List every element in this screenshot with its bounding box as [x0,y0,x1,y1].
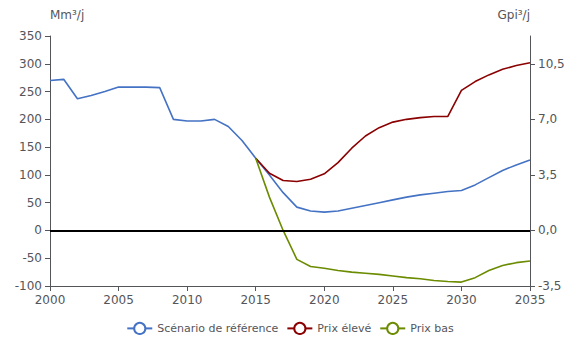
svg-text:2020: 2020 [309,293,340,307]
svg-text:0: 0 [34,223,42,237]
svg-text:Scénario de référence: Scénario de référence [157,322,278,335]
svg-text:-3,5: -3,5 [538,279,561,293]
svg-text:Gpi³/j: Gpi³/j [498,8,530,22]
svg-text:50: 50 [27,196,42,210]
svg-text:0,0: 0,0 [538,223,557,237]
svg-text:Prix bas: Prix bas [410,322,454,335]
svg-text:250: 250 [19,85,42,99]
svg-text:2030: 2030 [446,293,477,307]
svg-text:7,0: 7,0 [538,112,557,126]
svg-text:Prix élevé: Prix élevé [317,322,371,335]
svg-text:2010: 2010 [172,293,203,307]
svg-text:2000: 2000 [35,293,66,307]
svg-text:100: 100 [19,168,42,182]
svg-text:-100: -100 [15,279,42,293]
svg-text:10,5: 10,5 [538,57,565,71]
svg-text:2015: 2015 [240,293,271,307]
svg-text:2035: 2035 [515,293,546,307]
svg-text:Mm³/j: Mm³/j [50,8,84,22]
svg-text:300: 300 [19,57,42,71]
svg-text:-50: -50 [22,251,42,265]
svg-text:350: 350 [19,29,42,43]
svg-text:3,5: 3,5 [538,168,557,182]
svg-text:200: 200 [19,112,42,126]
svg-text:2005: 2005 [103,293,134,307]
svg-text:150: 150 [19,140,42,154]
svg-text:2025: 2025 [378,293,409,307]
